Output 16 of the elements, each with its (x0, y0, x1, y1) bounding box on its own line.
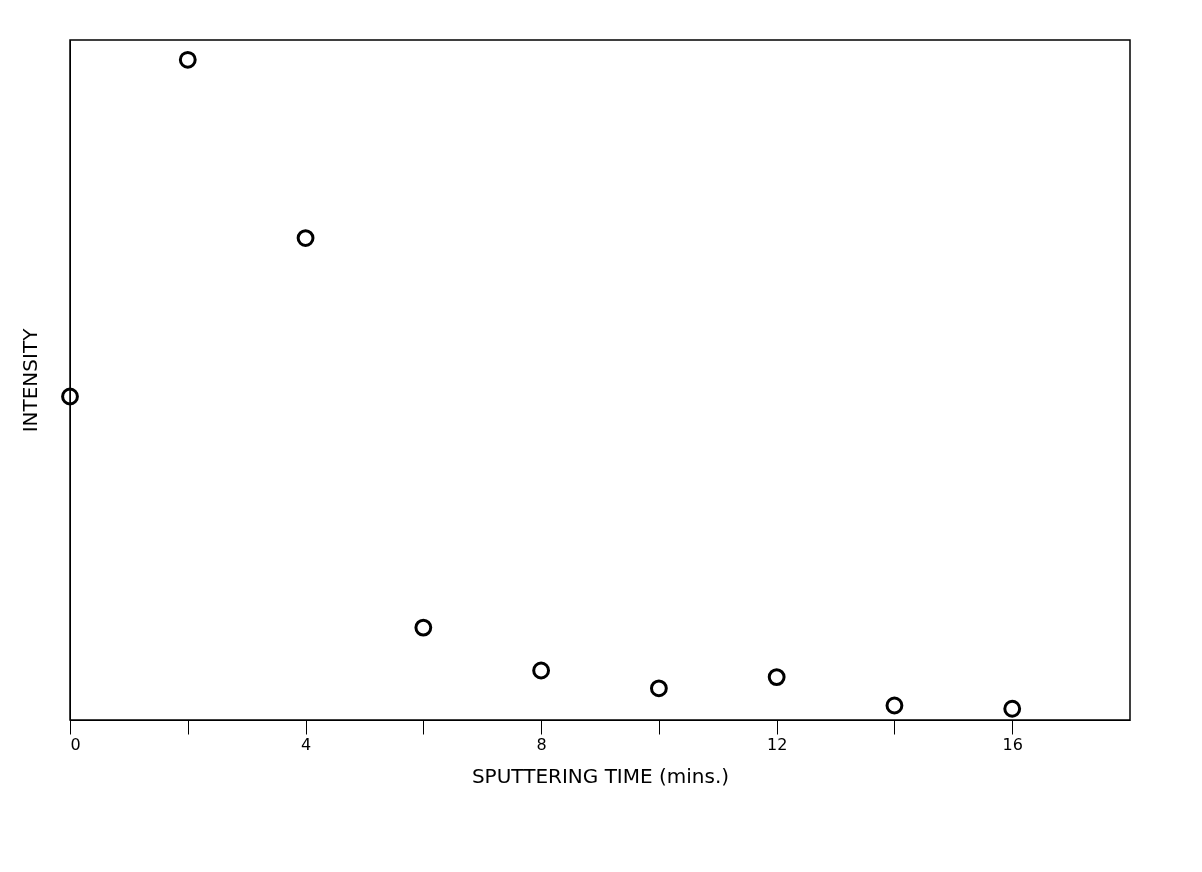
x-tick-label: 4 (300, 734, 312, 754)
x-tick-label: 0 (70, 734, 81, 754)
point (532, 661, 551, 680)
x-tick-label: 12 (766, 734, 788, 754)
point (885, 696, 904, 715)
y-axis-title: INTENSITY (17, 327, 42, 433)
point (767, 668, 786, 686)
point (296, 229, 315, 247)
point (1003, 699, 1022, 718)
point (414, 618, 433, 637)
x-tick-label: 8 (536, 734, 547, 754)
point (178, 50, 197, 69)
x-axis-title: SPUTTERING TIME (mins.) (471, 763, 730, 788)
point (61, 387, 79, 406)
point (649, 679, 668, 698)
x-tick-label: 16 (1002, 734, 1023, 754)
